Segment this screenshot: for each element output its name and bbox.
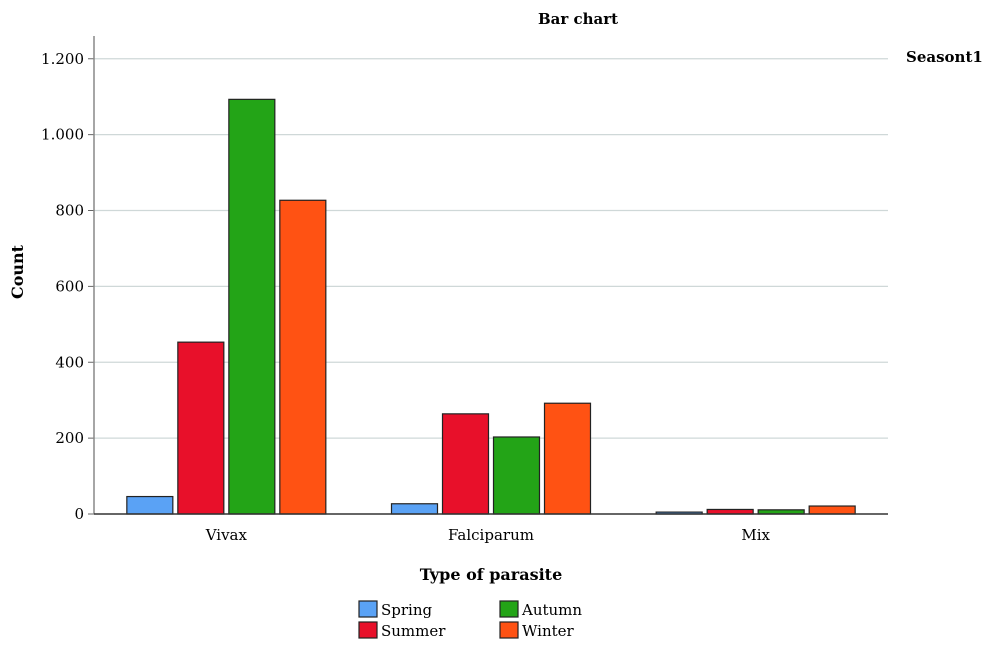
- legend-label-winter: Winter: [522, 622, 575, 640]
- x-tick-label: Mix: [741, 526, 770, 544]
- legend-label-autumn: Autumn: [521, 601, 582, 619]
- bar-winter-mix: [808, 505, 856, 515]
- legend-swatch-autumn: [499, 600, 519, 618]
- x-tick-label: Vivax: [205, 526, 248, 544]
- y-axis-title: Count: [8, 244, 27, 299]
- legend-label-summer: Summer: [381, 622, 446, 640]
- legend-swatch-spring: [358, 600, 378, 618]
- legend-swatch-winter: [499, 621, 519, 639]
- legend-title: Seasont1: [906, 48, 983, 66]
- y-tick-label: 200: [55, 429, 84, 447]
- legend-label-spring: Spring: [381, 601, 433, 619]
- chart-title: Bar chart: [538, 10, 618, 28]
- y-tick-label: 800: [55, 202, 84, 220]
- bars: [126, 98, 856, 515]
- x-axis-title: Type of parasite: [420, 565, 563, 584]
- y-tick-label: 0: [74, 505, 84, 523]
- y-tick-label: 1.000: [41, 126, 84, 144]
- bar-spring-falciparum: [390, 503, 439, 515]
- y-tick-label: 1.200: [41, 50, 84, 68]
- bar-winter-falciparum: [543, 402, 592, 515]
- legend-swatch-summer: [358, 621, 378, 639]
- y-tick-label: 600: [55, 277, 84, 295]
- bar-spring-vivax: [126, 495, 174, 515]
- x-tick-label: Falciparum: [448, 526, 534, 544]
- bar-autumn-falciparum: [492, 436, 541, 515]
- y-tick-label: 400: [55, 353, 84, 371]
- y-axis-ticks: 0 200 400 600 800 1.000 1.200: [41, 50, 94, 523]
- bar-winter-vivax: [279, 199, 327, 515]
- legend: Spring Summer Autumn Winter: [358, 600, 582, 640]
- bar-summer-vivax: [177, 341, 225, 515]
- bar-autumn-vivax: [228, 98, 276, 515]
- x-axis-ticks: Vivax Falciparum Mix: [205, 526, 771, 544]
- bar-summer-falciparum: [441, 413, 490, 515]
- gridlines: [94, 58, 888, 439]
